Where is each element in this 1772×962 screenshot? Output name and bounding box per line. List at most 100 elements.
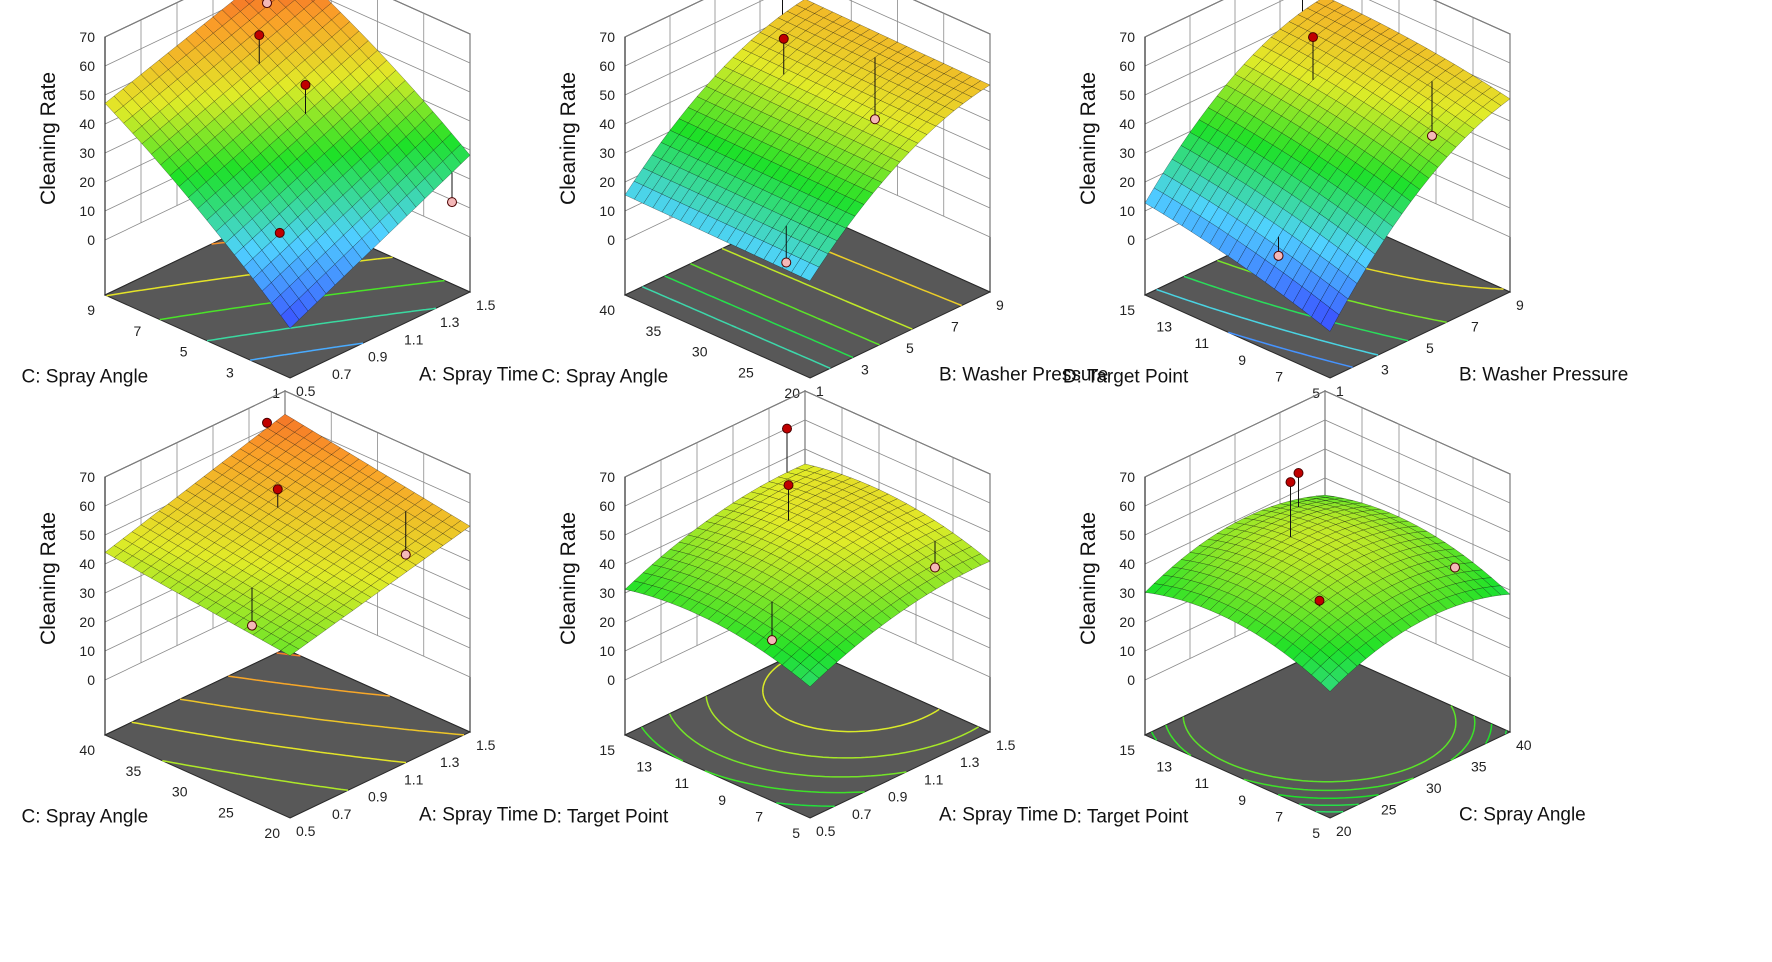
- y-tick-label: 35: [646, 323, 662, 339]
- x-tick-label: 5: [906, 340, 914, 356]
- z-tick-label: 30: [599, 145, 615, 161]
- z-tick-label: 50: [1119, 87, 1135, 103]
- z-tick-label: 40: [79, 116, 95, 132]
- y-tick-label: 9: [718, 792, 726, 808]
- x-axis-label: A: Spray Time: [419, 805, 538, 826]
- x-tick-label: 1: [816, 383, 824, 399]
- z-gridline: [1144, 0, 1511, 38]
- y-tick-label: 5: [792, 825, 800, 841]
- y-tick-label: 1: [272, 385, 280, 401]
- z-tick-label: 20: [79, 174, 95, 190]
- y-tick-label: 7: [755, 808, 763, 824]
- z-tick-label: 40: [1119, 556, 1135, 572]
- design-point: [1273, 250, 1284, 261]
- z-tick-label: 70: [1119, 29, 1135, 45]
- response-surface: [624, 0, 991, 282]
- z-tick-label: 50: [79, 527, 95, 543]
- x-tick-label: 7: [1471, 319, 1479, 335]
- x-tick-label: 1: [1336, 383, 1344, 399]
- z-tick-label: 10: [1119, 203, 1135, 219]
- z-tick-label: 40: [599, 116, 615, 132]
- y-axis-label: D: Target Point: [1063, 806, 1189, 827]
- design-point: [447, 197, 457, 208]
- design-point: [262, 417, 272, 428]
- x-tick-label: 9: [1516, 297, 1524, 313]
- contour-line: [1299, 730, 1508, 807]
- z-tick-label: 60: [599, 498, 615, 514]
- contour-line: [640, 726, 865, 794]
- x-axis-label: B: Washer Pressure: [1459, 365, 1628, 386]
- z-tick-label: 10: [599, 203, 615, 219]
- z-tick-label: 0: [87, 232, 95, 248]
- y-tick-label: 9: [1238, 792, 1246, 808]
- y-tick-label: 13: [1156, 319, 1172, 335]
- x-tick-label: 0.5: [296, 823, 316, 839]
- chart-panel-6: 0 10 20 30 40 50 60 70 Cleaning Rate 20 25 30 35 40 C:…: [1063, 390, 1586, 841]
- z-tick-label: 70: [79, 469, 95, 485]
- y-tick-label: 7: [133, 323, 141, 339]
- design-point: [254, 30, 265, 41]
- z-tick-label: 40: [79, 556, 95, 572]
- y-tick-label: 40: [599, 302, 615, 318]
- contour-line: [228, 675, 390, 697]
- x-tick-label: 40: [1516, 737, 1532, 753]
- z-gridline: [1144, 0, 1511, 67]
- contour-line: [1165, 715, 1476, 792]
- z-tick-label: 0: [87, 672, 95, 688]
- y-axis-label: D: Target Point: [543, 806, 669, 827]
- z-tick-label: 0: [607, 672, 615, 688]
- contour-line: [690, 263, 880, 346]
- z-tick-label: 20: [1119, 174, 1135, 190]
- y-tick-label: 5: [180, 344, 188, 360]
- z-tick-label: 20: [599, 614, 615, 630]
- y-axis-label: D: Target Point: [1063, 366, 1189, 387]
- response-surface: [104, 0, 471, 329]
- z-tick-label: 50: [599, 527, 615, 543]
- z-tick-label: 70: [1119, 469, 1135, 485]
- design-point: [778, 33, 789, 44]
- x-tick-label: 1.5: [996, 737, 1016, 753]
- y-tick-label: 5: [1312, 825, 1320, 841]
- contour-line: [131, 721, 407, 764]
- z-axis-label: Cleaning Rate: [37, 72, 60, 205]
- z-tick-label: 50: [599, 87, 615, 103]
- design-point: [1450, 562, 1460, 573]
- y-axis-label: C: Spray Angle: [22, 366, 149, 387]
- y-tick-label: 11: [1194, 335, 1209, 351]
- x-tick-label: 1.1: [404, 331, 424, 347]
- z-tick-label: 0: [1127, 672, 1135, 688]
- z-tick-label: 50: [1119, 527, 1135, 543]
- z-axis-label: Cleaning Rate: [37, 512, 60, 645]
- z-tick-label: 30: [79, 145, 95, 161]
- y-tick-label: 9: [87, 302, 95, 318]
- z-tick-label: 60: [599, 58, 615, 74]
- x-tick-label: 1.5: [476, 737, 496, 753]
- design-point: [782, 423, 792, 434]
- design-point: [781, 257, 792, 268]
- surface-cell: [244, 0, 255, 5]
- z-gridline: [624, 390, 991, 478]
- design-point: [1427, 130, 1437, 141]
- design-point: [300, 79, 311, 90]
- design-point: [1293, 468, 1304, 478]
- z-gridline: [1144, 390, 1511, 478]
- contour-line: [162, 759, 349, 792]
- x-tick-label: 0.7: [852, 806, 872, 822]
- z-tick-label: 10: [79, 203, 95, 219]
- y-tick-label: 11: [1194, 775, 1209, 791]
- x-tick-label: 0.7: [332, 366, 352, 382]
- x-tick-label: 0.9: [888, 789, 908, 805]
- x-tick-label: 35: [1471, 759, 1487, 775]
- x-axis-label: A: Spray Time: [419, 365, 538, 386]
- z-tick-label: 70: [599, 29, 615, 45]
- y-tick-label: 15: [1119, 742, 1135, 758]
- chart-panel-4: 0 10 20 30 40 50 60 70 Cleaning Rate 0.5 0.7 0.9 1.1…: [22, 390, 538, 841]
- design-point: [1285, 477, 1296, 488]
- design-point: [400, 549, 411, 560]
- y-tick-label: 20: [264, 825, 280, 841]
- z-tick-label: 60: [1119, 498, 1135, 514]
- contour-line: [250, 342, 364, 361]
- z-tick-label: 60: [1119, 58, 1135, 74]
- z-axis-label: Cleaning Rate: [1077, 72, 1100, 205]
